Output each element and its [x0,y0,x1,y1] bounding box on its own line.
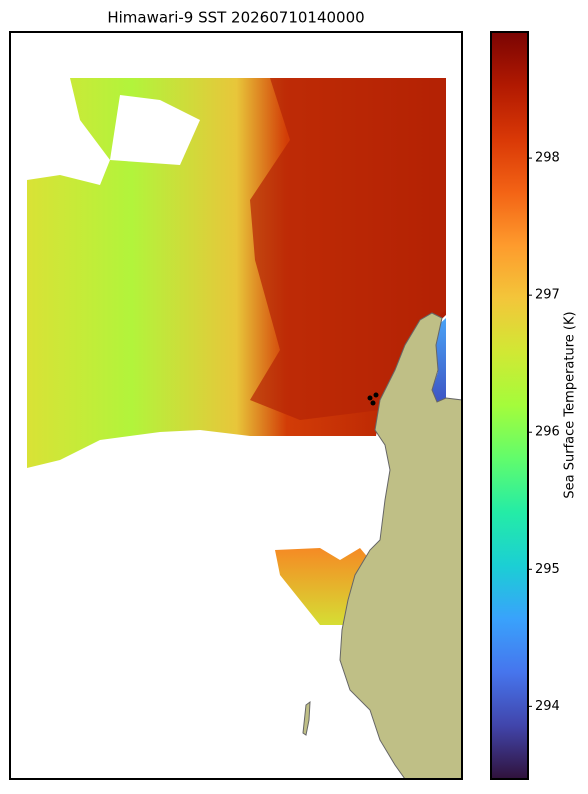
cloud-gap [110,95,200,165]
colorbar-label: Sea Surface Temperature (K) [563,311,578,498]
colorbar-tick-label: 296 [535,425,560,440]
marker [373,392,379,398]
colorbar-scale [490,31,529,780]
marker [370,400,376,406]
map [9,31,463,780]
colorbar-tick-label: 294 [535,699,560,714]
colorbar: 294 295 296 297 298 [490,31,560,780]
sst-warm-core [250,78,446,420]
map-title: Himawari-9 SST 20260710140000 [107,9,364,27]
colorbar-tick-label: 297 [535,288,560,303]
marker [367,395,373,401]
land [339,312,463,780]
map-frame [9,31,463,780]
colorbar-tick-label: 295 [535,562,560,577]
island [302,700,311,736]
sst-patch [275,548,370,625]
colorbar-tick-label: 298 [535,151,560,166]
